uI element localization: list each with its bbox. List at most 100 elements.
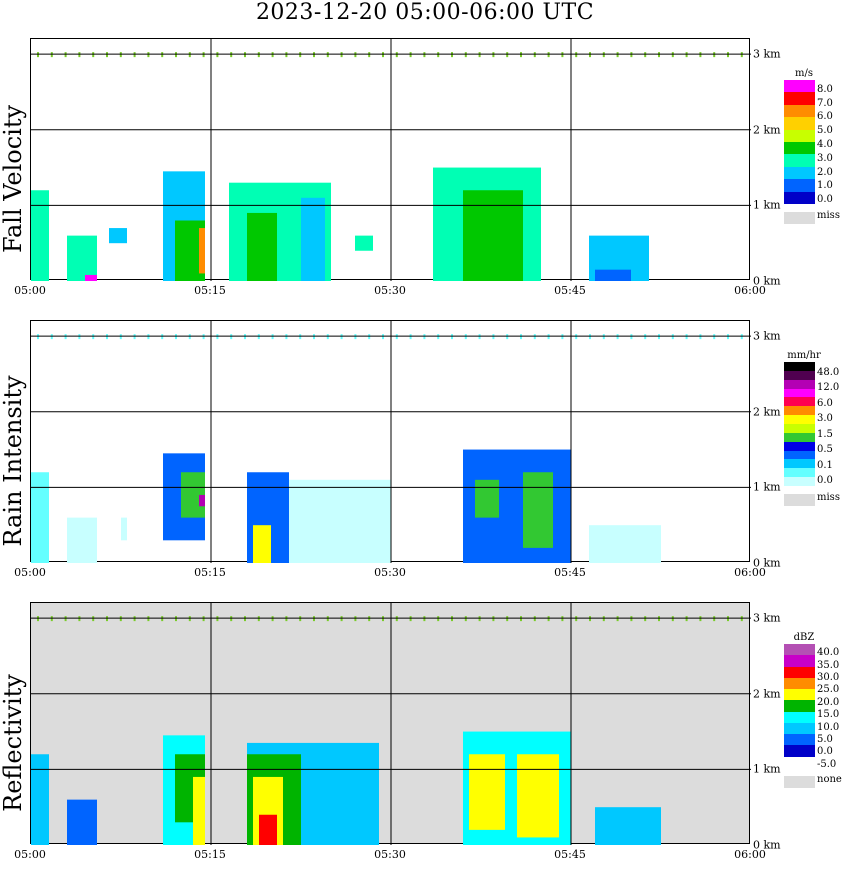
y-tick-label: 3 km — [753, 48, 781, 61]
colorbar-tick-label: 48.0 — [817, 368, 839, 378]
y-tick-label: 3 km — [753, 612, 781, 625]
colorbar-tick-label: 0.1 — [817, 461, 833, 471]
x-tick-label: 05:15 — [194, 284, 226, 297]
colorbar-swatch — [784, 130, 815, 143]
heatmap-svg — [31, 603, 751, 845]
x-tick-label: 05:45 — [554, 848, 586, 861]
heatmap-cell — [517, 754, 559, 837]
colorbar-swatch — [784, 167, 815, 180]
heatmap-cell — [469, 754, 505, 830]
heatmap-cell — [595, 270, 631, 281]
panel-label: Fall Velocity — [0, 49, 29, 309]
y-tick-label: 2 km — [753, 405, 781, 418]
x-tick-label: 05:00 — [14, 848, 46, 861]
colorbar-swatch — [784, 678, 815, 690]
colorbar-tick-label: 7.0 — [817, 99, 833, 109]
y-tick-label: 2 km — [753, 123, 781, 136]
y-tick-label: 0 km — [753, 557, 781, 570]
colorbar-swatch — [784, 757, 815, 769]
colorbar-swatch — [784, 745, 815, 757]
colorbar-swatch — [784, 117, 815, 130]
colorbar-tick-label: 5.0 — [817, 735, 833, 745]
colorbar-tick-label: 6.0 — [817, 399, 833, 409]
x-tick-label: 05:15 — [194, 566, 226, 579]
chart-title: 2023-12-20 05:00-06:00 UTC — [0, 0, 850, 25]
colorbar-swatch — [784, 142, 815, 155]
heatmap-cell — [589, 525, 661, 563]
colorbar-miss-label: miss — [817, 493, 840, 503]
heatmap-cell — [253, 525, 271, 563]
colorbar-tick-label: 25.0 — [817, 685, 839, 695]
heatmap-cell — [109, 228, 127, 243]
colorbar-swatch — [784, 80, 815, 93]
plot-area — [30, 320, 750, 562]
heatmap-cell — [67, 518, 97, 563]
colorbar-tick-label: 15.0 — [817, 710, 839, 720]
panel-2: Reflectivity 05:00 05:15 05:30 05:45 06:00 3 k… — [0, 602, 850, 884]
colorbar-swatch — [784, 644, 815, 656]
colorbar-swatch — [784, 667, 815, 679]
colorbar-miss-label: none — [817, 775, 842, 785]
plot-area — [30, 38, 750, 280]
colorbar-tick-label: 35.0 — [817, 661, 839, 671]
colorbar-tick-label: 1.5 — [817, 430, 833, 440]
heatmap-cell — [355, 236, 373, 251]
colorbar-swatch — [784, 192, 815, 205]
y-tick-label: 3 km — [753, 330, 781, 343]
colorbar-tick-label: -5.0 — [817, 760, 836, 770]
colorbar-tick-label: 0.5 — [817, 445, 833, 455]
colorbar-tick-label: 12.0 — [817, 383, 839, 393]
heatmap-cell — [31, 190, 49, 281]
colorbar-tick-label: 20.0 — [817, 698, 839, 708]
colorbar-swatch — [784, 105, 815, 118]
heatmap-cell — [199, 228, 205, 273]
x-tick-label: 05:30 — [374, 284, 406, 297]
colorbar-swatch — [784, 92, 815, 105]
colorbar-tick-label: 0.0 — [817, 476, 833, 486]
heatmap-cell — [31, 754, 49, 845]
panel-label: Reflectivity — [0, 613, 29, 873]
heatmap-cell — [247, 213, 277, 281]
colorbar-tick-label: 3.0 — [817, 414, 833, 424]
colorbar-swatch — [784, 689, 815, 701]
colorbar-unit: m/s — [784, 68, 824, 79]
x-tick-label: 05:45 — [554, 284, 586, 297]
heatmap-cell — [193, 777, 205, 845]
colorbar-tick-label: 40.0 — [817, 648, 839, 658]
colorbar-swatch — [784, 700, 815, 712]
colorbar-swatch — [784, 477, 815, 486]
colorbar-tick-label: 6.0 — [817, 112, 833, 122]
colorbar-tick-label: 2.0 — [817, 168, 833, 178]
y-tick-label: 0 km — [753, 275, 781, 288]
heatmap-cell — [121, 518, 127, 541]
heatmap-cell — [523, 472, 553, 548]
x-tick-label: 05:45 — [554, 566, 586, 579]
heatmap-cell — [199, 495, 205, 506]
heatmap-svg — [31, 39, 751, 281]
plot-area — [30, 602, 750, 844]
x-tick-label: 05:15 — [194, 848, 226, 861]
panel-label: Rain Intensity — [0, 331, 29, 591]
x-tick-label: 05:00 — [14, 566, 46, 579]
colorbar-unit: mm/hr — [784, 350, 824, 361]
colorbar-swatch — [784, 154, 815, 167]
colorbar-tick-label: 4.0 — [817, 140, 833, 150]
colorbar-tick-label: 5.0 — [817, 126, 833, 136]
colorbar-miss-swatch — [784, 212, 815, 224]
y-tick-label: 1 km — [753, 199, 781, 212]
heatmap-cell — [259, 815, 277, 845]
heatmap-cell — [67, 236, 97, 281]
y-tick-label: 2 km — [753, 687, 781, 700]
colorbar-miss-label: miss — [817, 211, 840, 221]
x-tick-label: 05:30 — [374, 566, 406, 579]
colorbar-swatch — [784, 712, 815, 724]
colorbar-tick-label: 8.0 — [817, 85, 833, 95]
x-tick-label: 05:00 — [14, 284, 46, 297]
panel-0: Fall Velocity 05:00 05:15 05:30 05:45 06:00 3 … — [0, 38, 850, 320]
heatmap-svg — [31, 321, 751, 563]
colorbar-unit: dBZ — [784, 632, 824, 643]
y-tick-label: 1 km — [753, 481, 781, 494]
heatmap-cell — [31, 472, 49, 563]
y-tick-label: 0 km — [753, 839, 781, 852]
x-tick-label: 05:30 — [374, 848, 406, 861]
